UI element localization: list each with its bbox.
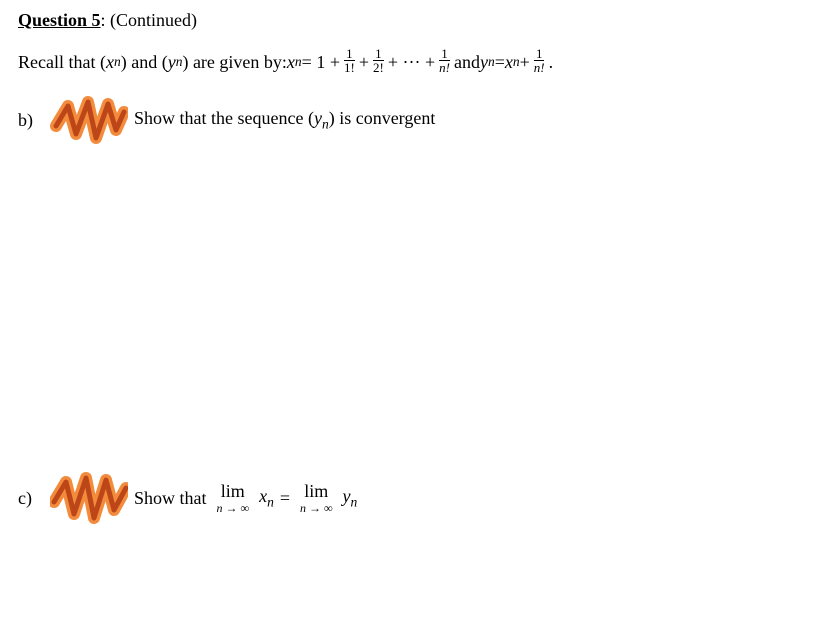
- frac-2-num: 1: [373, 47, 384, 61]
- yn-eq: =: [495, 50, 505, 75]
- part-c-equals: =: [280, 488, 290, 509]
- part-c-equation: Show that lim n → ∞ xn = lim n → ∞ yn: [134, 482, 357, 514]
- limit-2-word: lim: [304, 482, 328, 500]
- part-b-row: b) Show that the sequence (yn) is conver…: [18, 92, 804, 148]
- plus-1: +: [359, 50, 369, 75]
- recall-prefix: Recall that (: [18, 50, 106, 75]
- yn-var: y: [480, 50, 488, 75]
- part-b-text: Show that the sequence (yn) is convergen…: [134, 108, 435, 133]
- lim2-yvar: y: [343, 486, 351, 506]
- lim2-ysub: n: [351, 494, 358, 509]
- plus-3: +: [520, 50, 530, 75]
- lim1-xvar: x: [259, 486, 267, 506]
- part-b-pre: Show that the sequence (: [134, 108, 314, 128]
- xn-lhs-sub: n: [295, 53, 302, 72]
- lim1-arg: xn: [259, 486, 274, 511]
- period: .: [549, 50, 554, 75]
- limit-2-sub: n → ∞: [300, 502, 333, 514]
- yn-sub: n: [488, 53, 495, 72]
- plus-2: + ··· +: [388, 50, 435, 75]
- frac-3: 1 n!: [437, 47, 452, 74]
- xn2-sub: n: [513, 53, 520, 72]
- part-c-label: c): [18, 488, 44, 509]
- frac-1-den: 1!: [342, 61, 357, 74]
- scribble-icon: [50, 470, 128, 526]
- limit-1-sub: n → ∞: [217, 502, 250, 514]
- lim2-arg: yn: [343, 486, 358, 511]
- recall-mid2: ) are given by:: [182, 50, 286, 75]
- frac-1: 1 1!: [342, 47, 357, 74]
- part-b-yvar: y: [314, 108, 322, 128]
- part-b-label: b): [18, 110, 44, 131]
- equals-1: = 1 +: [302, 50, 340, 75]
- frac-4: 1 n!: [532, 47, 547, 74]
- frac-4-num: 1: [534, 47, 545, 61]
- question-label: Question 5: [18, 10, 101, 30]
- xn2-var: x: [505, 50, 513, 75]
- page: Question 5: (Continued) Recall that ( x …: [0, 0, 822, 622]
- frac-2-den: 2!: [371, 61, 386, 74]
- frac-3-num: 1: [439, 47, 450, 61]
- recall-line: Recall that ( x n ) and ( y n ) are give…: [18, 49, 804, 76]
- and-text: and: [454, 50, 480, 75]
- lim1-xsub: n: [267, 494, 274, 509]
- part-b-ysub: n: [322, 116, 329, 131]
- question-header: Question 5: (Continued): [18, 10, 804, 31]
- x-sub: n: [114, 53, 121, 72]
- frac-3-den: n!: [437, 61, 452, 74]
- x-var: x: [106, 50, 114, 75]
- frac-2: 1 2!: [371, 47, 386, 74]
- frac-1-num: 1: [344, 47, 355, 61]
- limit-1: lim n → ∞: [217, 482, 250, 514]
- part-c-row: c) Show that lim n → ∞ xn = lim n → ∞ yn: [18, 470, 804, 526]
- limit-1-word: lim: [221, 482, 245, 500]
- scribble-icon: [50, 92, 128, 148]
- part-b-post: ) is convergent: [329, 108, 436, 128]
- xn-lhs-var: x: [287, 50, 295, 75]
- y-sub: n: [176, 53, 183, 72]
- part-c-pre: Show that: [134, 488, 207, 509]
- limit-2: lim n → ∞: [300, 482, 333, 514]
- question-suffix: : (Continued): [101, 10, 198, 30]
- frac-4-den: n!: [532, 61, 547, 74]
- recall-mid1: ) and (: [121, 50, 168, 75]
- y-var: y: [168, 50, 176, 75]
